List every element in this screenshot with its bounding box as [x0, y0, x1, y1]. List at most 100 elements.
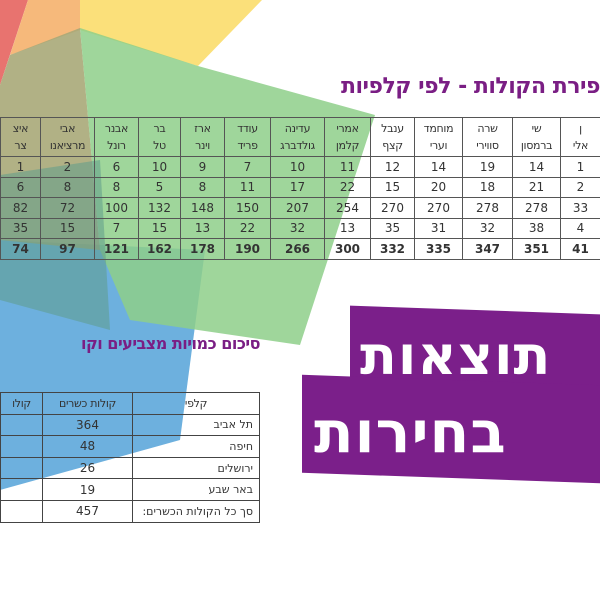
table-cell — [0, 435, 43, 458]
table-cell: 32 — [270, 217, 325, 239]
header-line: ארז — [194, 122, 211, 135]
table-cell: 11 — [224, 176, 271, 198]
header-line: אלי — [572, 139, 589, 152]
table-cell: 5 — [138, 176, 181, 198]
table-cell: 8 — [94, 176, 139, 198]
header-line: עודד — [237, 122, 258, 135]
header-line: אבנר — [104, 122, 129, 135]
table-cell: 332 — [370, 238, 415, 260]
column-header: ענבל קצף — [370, 117, 415, 157]
table-cell: 22 — [324, 176, 371, 198]
table-cell: 150 — [224, 197, 271, 219]
table-cell: 278 — [512, 197, 561, 219]
table-cell: 22 — [224, 217, 271, 239]
column-header: איצ צר — [0, 117, 41, 157]
header-line: ענבל — [381, 122, 404, 135]
header-line: וינר — [195, 139, 210, 152]
table-cell: 82 — [0, 197, 41, 219]
header-line: קלמן — [335, 139, 360, 152]
table-cell: 33 — [560, 197, 600, 219]
column-header: קולו — [0, 392, 43, 415]
header-line: בר — [153, 122, 166, 135]
table-cell: 14 — [512, 156, 561, 178]
table-cell: 72 — [40, 197, 95, 219]
table-cell: 364 — [42, 413, 133, 437]
logo-line-1: תוצאות — [360, 324, 552, 387]
table-cell: 19 — [462, 156, 513, 178]
table-cell: 7 — [224, 156, 271, 178]
table-cell: 6 — [0, 176, 41, 198]
header-row: קלפי קולות כשרים קולו — [0, 392, 260, 415]
table-cell: 7 — [94, 217, 139, 239]
column-header: אבנר רונל — [94, 117, 139, 157]
table-cell: 278 — [462, 197, 513, 219]
column-header: אמרי קלמן — [324, 117, 371, 157]
table-cell: 1 — [0, 156, 41, 178]
header-line: ברמסון — [520, 139, 553, 152]
table-cell: 121 — [94, 238, 139, 260]
table-cell: 97 — [40, 238, 95, 260]
station-name: באר שבע — [132, 478, 260, 501]
red-shape — [0, 0, 28, 85]
header-line: סווירי — [476, 139, 499, 152]
header-line: פריד — [237, 139, 258, 152]
table-cell: 32 — [462, 217, 513, 239]
table-cell: 38 — [512, 217, 561, 239]
header-line: מוחמד — [423, 122, 454, 135]
column-header: קלפי — [132, 392, 260, 415]
table-cell: 6 — [94, 156, 139, 178]
header-line: אבי — [59, 122, 76, 135]
table-cell: 351 — [512, 238, 561, 260]
logo-line-2: בחירות — [314, 398, 507, 466]
table-cell: 15 — [40, 217, 95, 239]
table-cell: 178 — [180, 238, 225, 260]
table-cell: 254 — [324, 197, 371, 219]
column-header: שי ברמסון — [512, 117, 561, 157]
table-cell: 11 — [324, 156, 371, 178]
table-cell: 18 — [462, 176, 513, 198]
table-cell: 48 — [42, 435, 133, 458]
table-cell: 2 — [40, 156, 95, 178]
table-cell: 21 — [512, 176, 561, 198]
header-line: גולדברג — [280, 139, 315, 152]
election-results-logo: תוצאות בחירות — [300, 305, 600, 485]
table-cell — [0, 456, 43, 480]
table-row: 2 21 18 20 15 22 17 11 8 5 8 8 6 — [0, 176, 600, 198]
table-cell: 335 — [414, 238, 463, 260]
table-cell: 270 — [414, 197, 463, 219]
header-line: ן — [579, 122, 582, 135]
header-line: טל — [153, 139, 166, 152]
column-header: אבי מרציאנו — [40, 117, 95, 157]
table-cell: 347 — [462, 238, 513, 260]
table-cell: 162 — [138, 238, 181, 260]
table-cell: 35 — [370, 217, 415, 239]
summary-table: קלפי קולות כשרים קולו תל אביב 364 חיפה 48 ירוש… — [0, 392, 260, 523]
table-cell: 31 — [414, 217, 463, 239]
header-line: עדינה — [284, 122, 311, 135]
table-cell: 266 — [270, 238, 325, 260]
header-line: שרה — [477, 122, 498, 135]
votes-by-station-table: ן אלי שי ברמסון שרה סווירי מוחמד וערי ענבל קצף אמר… — [0, 117, 600, 260]
header-line: אמרי — [336, 122, 359, 135]
table-cell: 19 — [42, 478, 133, 501]
summary-title: סיכום כמויות מצביעים וקו — [80, 334, 261, 353]
table-cell: 270 — [370, 197, 415, 219]
column-header: ארז וינר — [180, 117, 225, 157]
table-cell: 132 — [138, 197, 181, 219]
header-line: שי — [531, 122, 542, 135]
yellow-shape — [80, 0, 262, 66]
table-cell: 41 — [560, 238, 600, 260]
table-cell — [0, 478, 43, 501]
column-header: עודד פריד — [224, 117, 271, 157]
table-cell — [0, 413, 43, 437]
column-header: קולות כשרים — [42, 392, 133, 415]
vote-count-title: פירת הקולות - לפי קלפיות — [340, 74, 600, 99]
table-cell: 35 — [0, 217, 41, 239]
column-header: ן אלי — [560, 117, 600, 157]
table-cell: 20 — [414, 176, 463, 198]
table-cell: 148 — [180, 197, 225, 219]
header-line: איצ — [12, 122, 29, 135]
table-cell: 207 — [270, 197, 325, 219]
table-cell: 26 — [42, 456, 133, 480]
station-name: סך כל הקולות הכשרים: — [132, 499, 260, 523]
